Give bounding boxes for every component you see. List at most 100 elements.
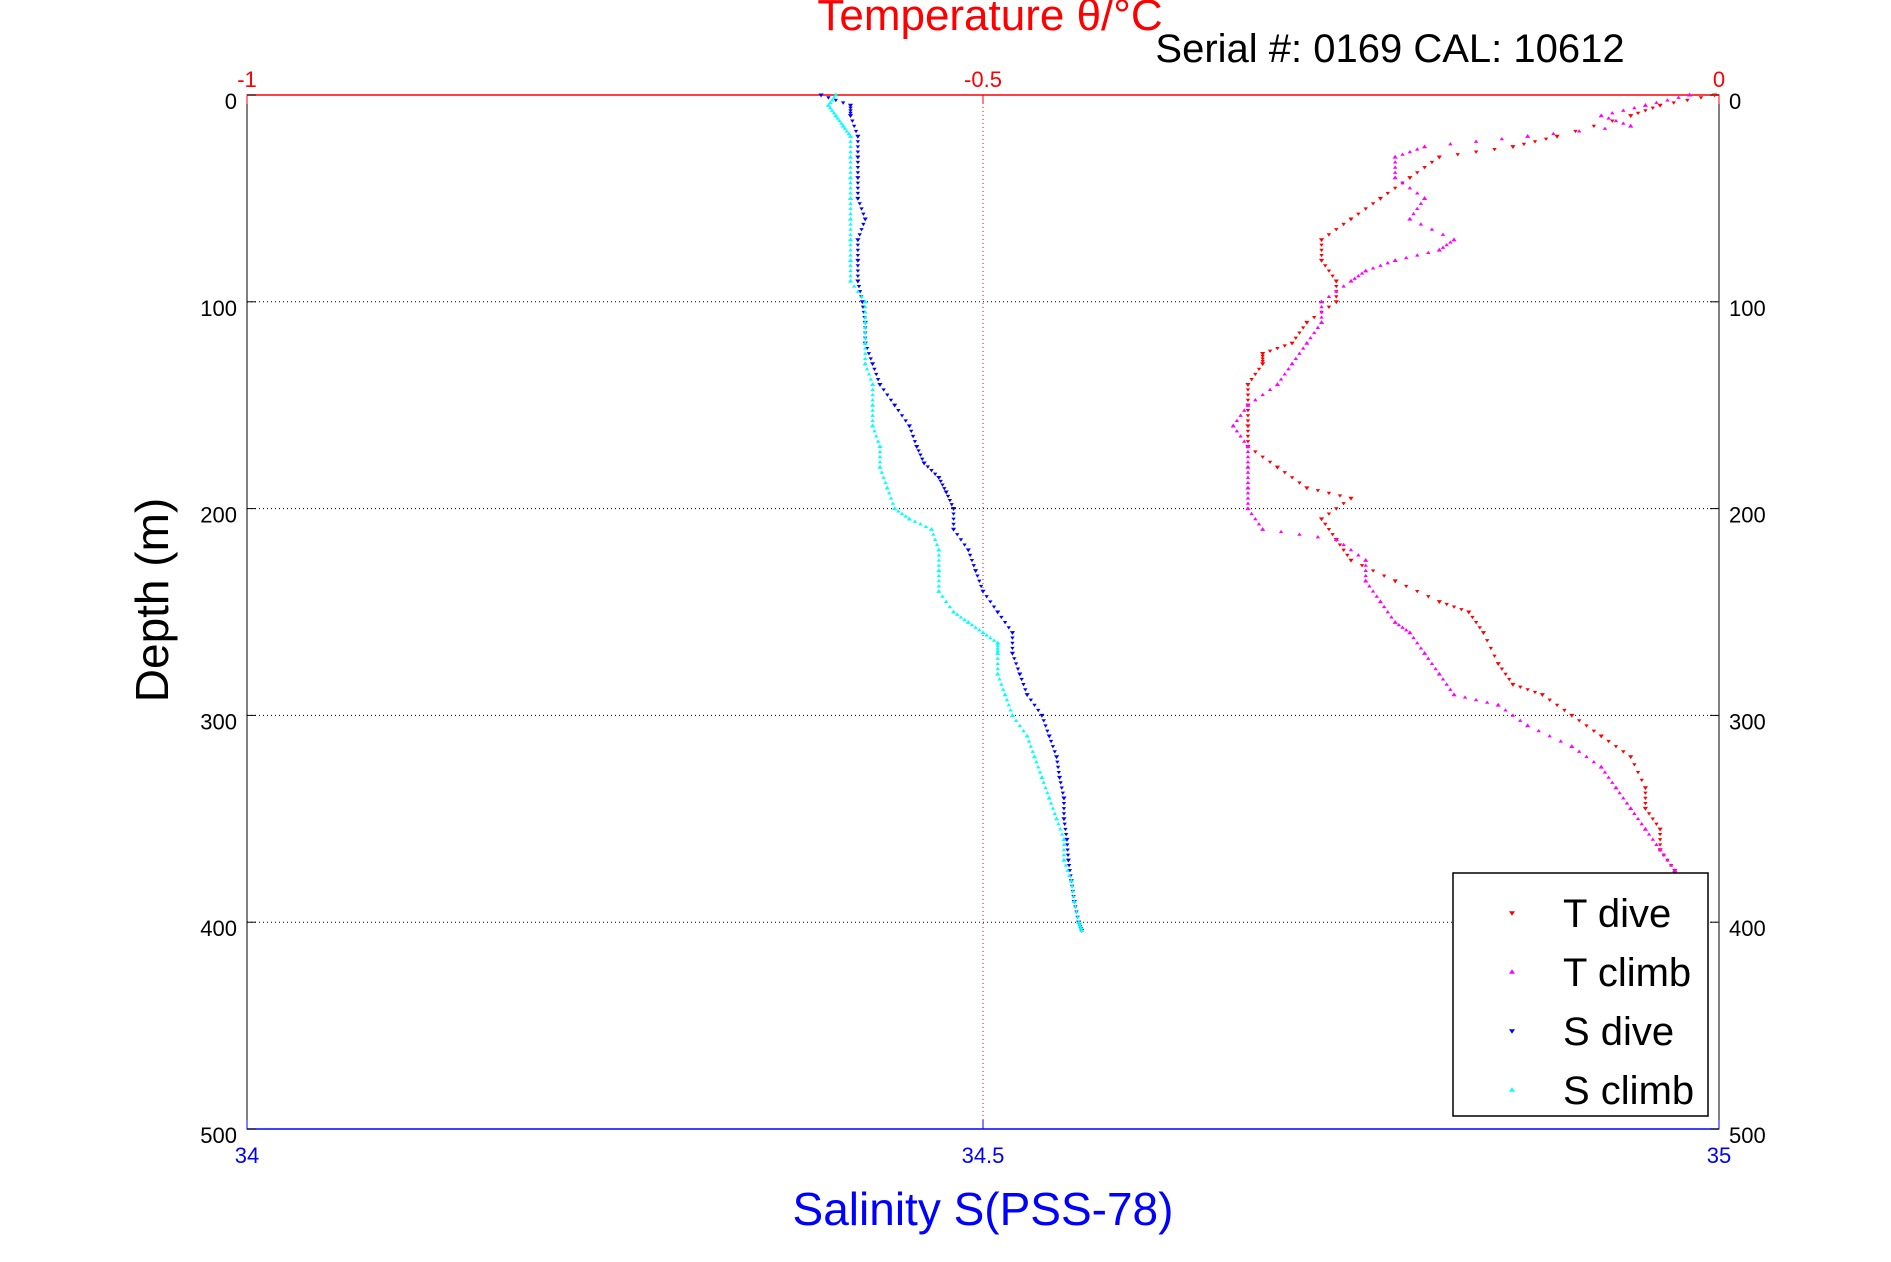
data-point-interp — [1282, 344, 1287, 348]
data-point — [1061, 837, 1067, 842]
data-point-interp — [859, 207, 864, 211]
data-point — [1510, 145, 1516, 150]
data-point-interp — [1041, 719, 1046, 723]
data-point-interp — [1363, 573, 1368, 578]
data-point-interp — [1363, 563, 1368, 567]
data-point-interp — [1518, 718, 1523, 722]
data-point — [1054, 816, 1060, 821]
data-point — [1076, 919, 1082, 924]
data-point-interp — [1293, 336, 1298, 340]
data-point-interp — [1448, 240, 1453, 244]
data-point-interp — [1267, 349, 1273, 353]
data-point-interp — [1444, 602, 1449, 607]
data-point-interp — [1621, 796, 1626, 800]
data-point — [965, 620, 971, 624]
data-point-interp — [1030, 749, 1035, 753]
data-point-interp — [1245, 449, 1251, 454]
data-point-interp — [872, 429, 877, 433]
data-point — [995, 640, 1001, 645]
data-point-interp — [1019, 677, 1024, 682]
data-point — [1569, 713, 1575, 718]
data-point — [1407, 630, 1413, 635]
data-point — [1318, 299, 1325, 304]
data-point-interp — [1407, 149, 1413, 154]
data-point-interp — [1012, 657, 1017, 661]
data-point-interp — [1004, 697, 1010, 702]
data-point — [995, 610, 1001, 615]
data-point-interp — [857, 202, 862, 206]
data-point-interp — [1363, 568, 1368, 572]
data-point-interp — [999, 682, 1004, 686]
data-point — [877, 444, 883, 449]
data-point-interp — [863, 356, 868, 360]
x-axis-label: Salinity S(PSS-78) — [793, 1183, 1174, 1235]
data-point — [1061, 796, 1067, 801]
data-point-interp — [1573, 129, 1578, 134]
data-point-interp — [1646, 832, 1652, 836]
data-point — [847, 216, 854, 221]
data-point-interp — [848, 253, 853, 257]
data-point — [1348, 558, 1354, 563]
data-point-interp — [1297, 351, 1302, 355]
data-point-interp — [1297, 532, 1302, 536]
data-point-interp — [1061, 801, 1067, 806]
data-point-interp — [1415, 206, 1420, 211]
data-point — [1628, 755, 1634, 760]
data-point-interp — [1006, 703, 1011, 707]
data-point-interp — [1576, 749, 1582, 753]
data-point — [1686, 92, 1693, 97]
data-point — [950, 507, 957, 511]
data-point-interp — [848, 170, 853, 174]
data-point-interp — [1055, 765, 1061, 770]
data-point-interp — [1337, 543, 1343, 547]
data-point-interp — [881, 388, 886, 392]
data-point-interp — [1632, 811, 1637, 815]
data-point — [1569, 744, 1575, 748]
data-point-interp — [1392, 170, 1398, 174]
data-point — [862, 320, 868, 325]
data-point — [1260, 362, 1266, 367]
data-point-interp — [975, 574, 980, 578]
data-point-interp — [1359, 271, 1365, 275]
data-point-interp — [1576, 719, 1582, 723]
data-point — [877, 382, 883, 387]
data-point — [862, 361, 868, 366]
data-point-interp — [1010, 636, 1015, 640]
data-point-interp — [1484, 700, 1490, 704]
data-point-interp — [831, 111, 837, 115]
data-point-interp — [1422, 166, 1427, 170]
data-point-interp — [874, 372, 879, 377]
data-point-interp — [1602, 770, 1608, 774]
legend-label: S dive — [1563, 1010, 1674, 1054]
legend-label: T climb — [1563, 951, 1691, 995]
y-tick-label-right: 500 — [1729, 1123, 1766, 1148]
data-point-interp — [1326, 512, 1332, 516]
data-point-interp — [863, 346, 868, 350]
data-point-interp — [1551, 131, 1556, 136]
data-point-interp — [1061, 842, 1067, 846]
data-point — [936, 547, 942, 552]
data-point — [1333, 300, 1339, 305]
data-point-interp — [855, 166, 861, 170]
data-point-interp — [861, 212, 866, 216]
data-point-interp — [971, 564, 976, 568]
data-point — [847, 134, 854, 138]
data-point-interp — [1473, 139, 1479, 143]
legend-label: T dive — [1563, 892, 1671, 936]
data-point — [1642, 806, 1648, 811]
data-point-interp — [888, 496, 894, 500]
data-point-interp — [918, 453, 923, 457]
data-point-interp — [848, 109, 853, 113]
data-point-interp — [1077, 924, 1083, 928]
data-point-interp — [870, 408, 875, 412]
data-point-interp — [1448, 142, 1453, 146]
data-point-interp — [1621, 121, 1626, 125]
data-point-interp — [997, 677, 1002, 681]
data-point — [906, 516, 912, 521]
data-point-interp — [848, 227, 853, 231]
data-point — [1436, 247, 1442, 252]
data-point — [936, 588, 942, 593]
data-point-interp — [1245, 491, 1251, 495]
data-point — [1422, 144, 1428, 149]
